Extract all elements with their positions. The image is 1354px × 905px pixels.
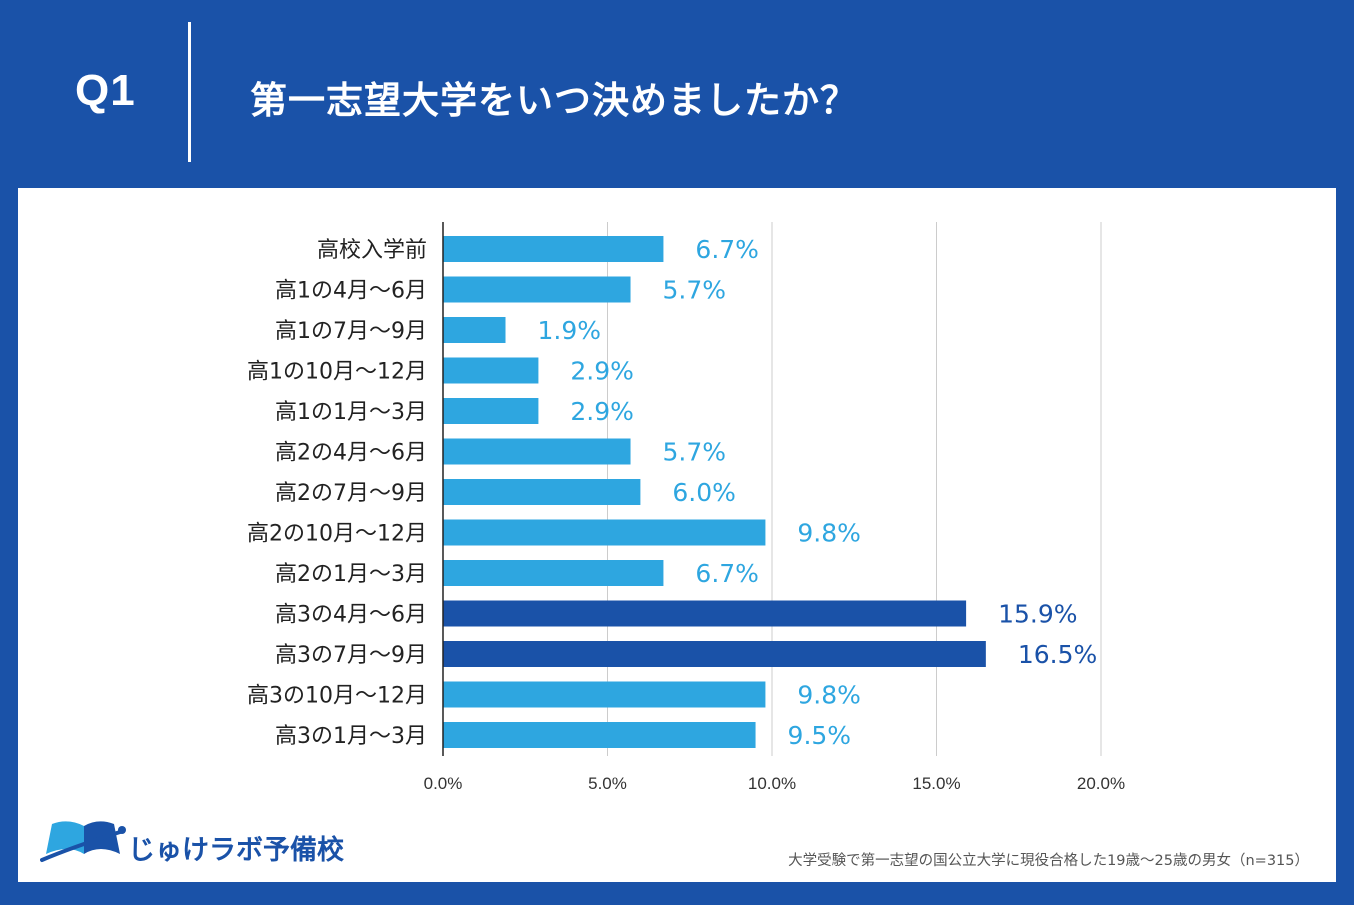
bar [443,236,664,262]
category-label: 高3の4月～6月 [275,603,427,628]
category-label: 高3の1月～3月 [275,724,427,749]
category-label: 高3の7月～9月 [275,643,427,668]
data-label: 5.7% [663,276,727,305]
data-label: 6.0% [672,478,736,507]
data-label: 16.5% [1018,640,1097,669]
bar [443,681,766,708]
data-label: 9.5% [788,721,852,750]
category-label: 高2の10月～12月 [247,522,427,547]
bar [443,276,631,303]
category-label: 高2の1月～3月 [275,562,427,587]
bar [443,519,766,546]
page-title: 第一志望大学をいつ決めましたか？ [250,79,858,122]
category-label: 高1の4月～6月 [275,279,427,304]
bar [443,641,986,667]
data-label: 6.7% [695,559,759,588]
data-label: 9.8% [797,681,861,710]
logo-text: じゅけラボ予備校 [128,835,344,866]
header-divider [188,22,191,162]
bar [443,438,631,465]
x-tick-label: 5.0% [588,774,627,793]
source-note: 大学受験で第一志望の国公立大学に現役合格した19歳～25歳の男女（n=315） [788,853,1309,869]
data-label: 5.7% [663,438,727,467]
category-label: 高2の7月～9月 [275,481,427,506]
data-label: 1.9% [538,316,602,345]
x-tick-label: 10.0% [748,774,796,793]
data-label: 2.9% [570,397,634,426]
bar [443,357,539,384]
data-label: 6.7% [695,235,759,264]
category-label: 高校入学前 [317,238,427,263]
category-label: 高1の1月～3月 [275,400,427,425]
category-label: 高3の10月～12月 [247,684,427,709]
x-tick-label: 15.0% [912,774,960,793]
data-label: 9.8% [797,519,861,548]
category-label: 高2の4月～6月 [275,441,427,466]
question-number: Q1 [75,66,136,115]
category-label: 高1の10月～12月 [247,360,427,385]
x-tick-label: 20.0% [1077,774,1125,793]
bar [443,479,641,505]
bar [443,317,506,343]
bar [443,398,539,424]
bar [443,560,664,586]
book-logo-icon [40,821,126,862]
x-tick-label: 0.0% [424,774,463,793]
bar [443,722,756,748]
data-label: 15.9% [998,600,1077,629]
data-label: 2.9% [570,357,634,386]
category-label: 高1の7月～9月 [275,319,427,344]
bar [443,600,967,627]
